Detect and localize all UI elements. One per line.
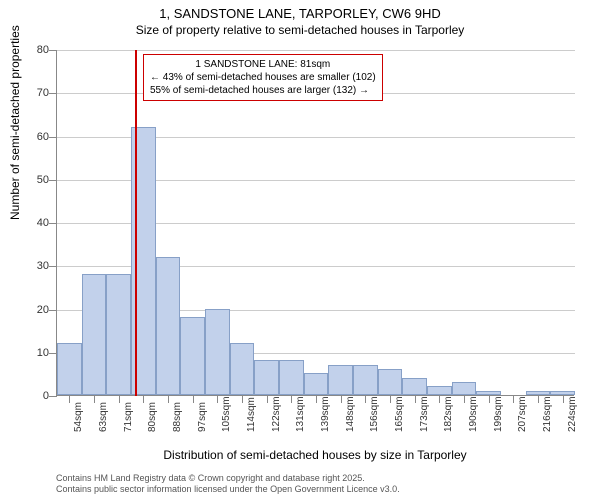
y-tick-label: 10 (21, 347, 49, 359)
x-axis-label: Distribution of semi-detached houses by … (56, 448, 574, 462)
x-tick-label: 182sqm (443, 396, 454, 432)
x-tick (563, 395, 564, 403)
histogram-bar (57, 343, 82, 395)
y-tick-label: 0 (21, 390, 49, 402)
x-tick-label: 207sqm (517, 396, 528, 432)
x-tick (119, 395, 120, 403)
x-tick (69, 395, 70, 403)
info-box-line: 55% of semi-detached houses are larger (… (150, 84, 376, 97)
x-tick (94, 395, 95, 403)
x-tick-label: 71sqm (123, 402, 134, 432)
chart-title-sub: Size of property relative to semi-detach… (0, 21, 600, 37)
histogram-bar (279, 360, 304, 395)
x-tick-label: 88sqm (172, 402, 183, 432)
histogram-bar (526, 391, 551, 395)
histogram-bar (353, 365, 378, 395)
histogram-plot: 0102030405060708054sqm63sqm71sqm80sqm88s… (56, 50, 574, 396)
x-tick-label: 216sqm (542, 396, 553, 432)
histogram-bar (180, 317, 205, 395)
histogram-bar (304, 373, 329, 395)
histogram-bar (156, 257, 181, 395)
y-tick-label: 30 (21, 260, 49, 272)
y-tick-label: 60 (21, 131, 49, 143)
x-tick (316, 395, 317, 403)
x-tick-label: 97sqm (197, 402, 208, 432)
info-box: 1 SANDSTONE LANE: 81sqm← 43% of semi-det… (143, 54, 383, 101)
x-tick (365, 395, 366, 403)
y-tick-label: 50 (21, 174, 49, 186)
chart-area: 0102030405060708054sqm63sqm71sqm80sqm88s… (56, 50, 574, 396)
y-tick (49, 180, 57, 181)
histogram-bar (328, 365, 353, 395)
x-tick (489, 395, 490, 403)
x-tick (341, 395, 342, 403)
histogram-bar (402, 378, 427, 395)
y-tick (49, 137, 57, 138)
x-tick-label: 156sqm (369, 396, 380, 432)
x-tick-label: 165sqm (394, 396, 405, 432)
histogram-bar (230, 343, 255, 395)
x-tick-label: 114sqm (246, 397, 257, 432)
y-tick-label: 40 (21, 217, 49, 229)
histogram-bar (254, 360, 279, 395)
x-tick-label: 122sqm (271, 396, 282, 432)
x-tick-label: 131sqm (295, 396, 306, 432)
y-tick-label: 20 (21, 304, 49, 316)
histogram-bar (82, 274, 107, 395)
x-tick (242, 395, 243, 403)
x-tick-label: 173sqm (419, 396, 430, 432)
x-tick-label: 224sqm (567, 396, 578, 432)
y-tick-label: 70 (21, 87, 49, 99)
x-tick-label: 63sqm (98, 402, 109, 432)
y-tick (49, 223, 57, 224)
footer-line-1: Contains HM Land Registry data © Crown c… (56, 473, 400, 485)
y-tick (49, 50, 57, 51)
y-tick (49, 93, 57, 94)
x-tick (538, 395, 539, 403)
reference-line (135, 50, 137, 396)
histogram-bar (550, 391, 575, 395)
x-tick-label: 54sqm (73, 402, 84, 432)
y-tick-label: 80 (21, 44, 49, 56)
x-tick (513, 395, 514, 403)
x-tick-label: 148sqm (345, 396, 356, 432)
x-tick-label: 199sqm (493, 396, 504, 432)
info-box-line: ← 43% of semi-detached houses are smalle… (150, 71, 376, 84)
histogram-bar (378, 369, 403, 395)
y-tick (49, 310, 57, 311)
x-tick (217, 395, 218, 403)
x-tick (439, 395, 440, 403)
x-tick (390, 395, 391, 403)
x-tick (267, 395, 268, 403)
histogram-bar (476, 391, 501, 395)
x-tick (415, 395, 416, 403)
x-tick (193, 395, 194, 403)
x-tick (464, 395, 465, 403)
info-box-line: 1 SANDSTONE LANE: 81sqm (150, 58, 376, 71)
histogram-bar (452, 382, 477, 395)
histogram-bar (205, 309, 230, 396)
x-tick (291, 395, 292, 403)
y-tick (49, 266, 57, 267)
x-tick-label: 105sqm (221, 396, 232, 432)
footer-attribution: Contains HM Land Registry data © Crown c… (56, 473, 400, 496)
histogram-bar (106, 274, 131, 395)
footer-line-2: Contains public sector information licen… (56, 484, 400, 496)
histogram-bar (427, 386, 452, 395)
x-tick-label: 190sqm (468, 396, 479, 432)
y-tick (49, 396, 57, 397)
x-tick (168, 395, 169, 403)
chart-title-main: 1, SANDSTONE LANE, TARPORLEY, CW6 9HD (0, 0, 600, 21)
y-axis-label: Number of semi-detached properties (8, 25, 22, 220)
x-tick-label: 139sqm (320, 396, 331, 432)
y-tick (49, 353, 57, 354)
x-tick (143, 395, 144, 403)
x-tick-label: 80sqm (147, 402, 158, 432)
